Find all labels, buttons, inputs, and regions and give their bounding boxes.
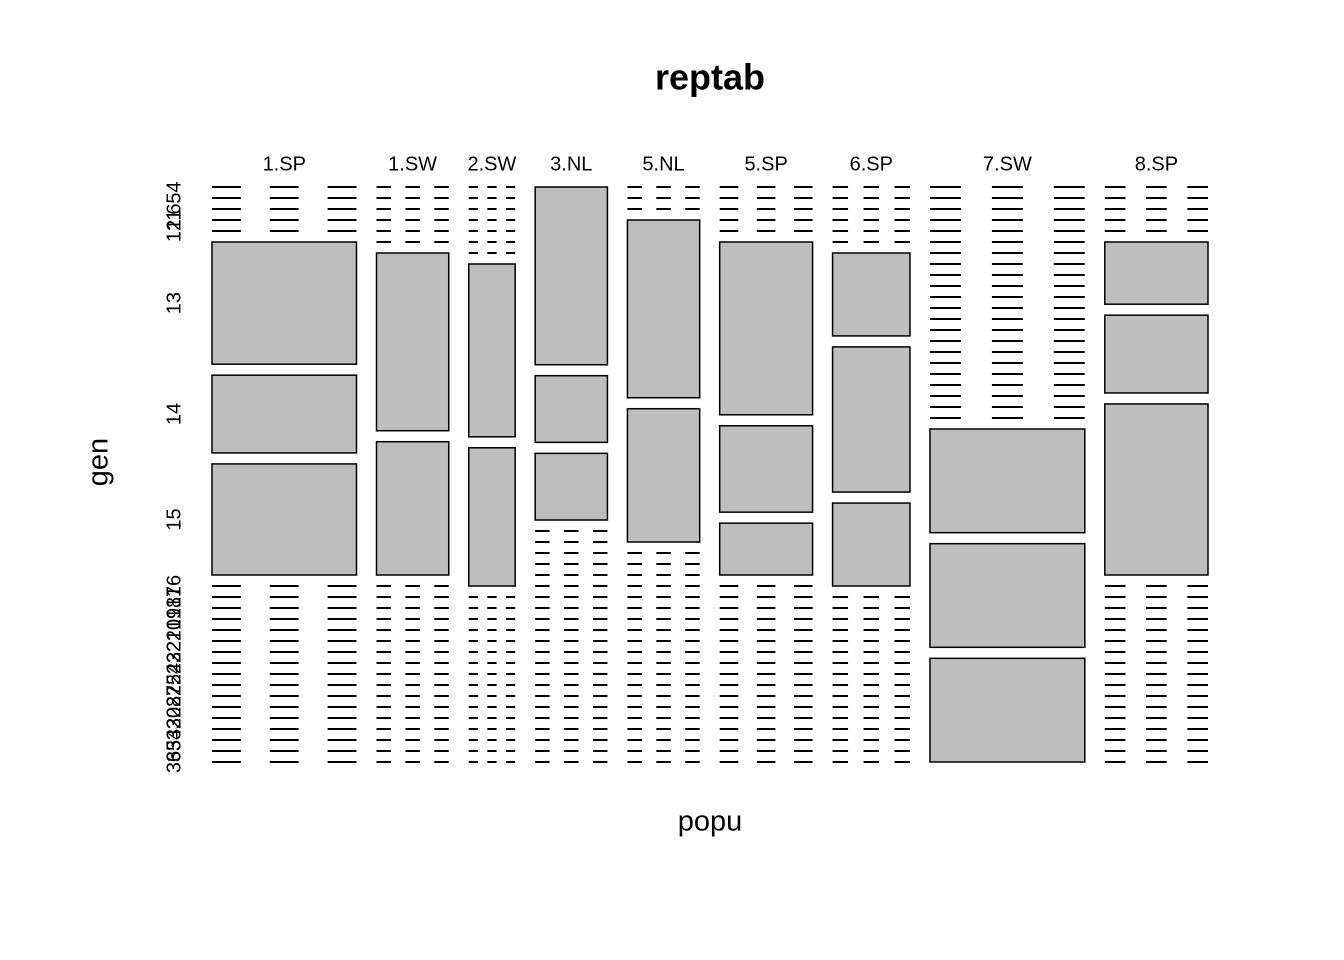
y-tick-label: 32 — [163, 718, 185, 740]
mosaic-cell — [1104, 403, 1209, 576]
x-tick-label: 3.NL — [550, 153, 592, 175]
x-axis-label: popu — [678, 806, 743, 838]
chart-title: reptab — [655, 57, 765, 98]
y-tick-label: 19 — [163, 608, 185, 630]
y-tick-label: 20 — [163, 619, 185, 641]
mosaic-cell — [467, 447, 516, 587]
y-tick-label: 35 — [163, 740, 185, 762]
mosaic-cell — [211, 241, 358, 365]
mosaic-cell — [534, 374, 609, 444]
y-tick-label: 21 — [163, 630, 185, 652]
x-tick-label: 8.SP — [1135, 153, 1178, 175]
y-tick-label: 27 — [163, 685, 185, 707]
y-tick-label: 13 — [163, 292, 185, 314]
x-tick-label: 6.SP — [850, 153, 893, 175]
y-tick-label: 24 — [163, 663, 185, 685]
y-tick-label: 16 — [163, 575, 185, 597]
x-tick-label: 7.SW — [983, 153, 1032, 175]
mosaic-cell — [1104, 314, 1209, 394]
y-axis-label: gen — [83, 438, 115, 486]
y-tick-label: 15 — [163, 508, 185, 530]
y-tick-label: 14 — [163, 403, 185, 425]
y-tick-label: 12 — [163, 220, 185, 242]
y-tick-label: 23 — [163, 652, 185, 674]
y-tick-label: 4 — [163, 181, 185, 192]
mosaic-cell — [211, 463, 358, 576]
mosaic-cell — [375, 252, 450, 432]
mosaic-cell — [831, 346, 911, 493]
y-tick-label: 25 — [163, 674, 185, 696]
mosaic-cell — [929, 542, 1086, 649]
mosaic-cell — [626, 407, 701, 543]
x-tick-label: 1.SW — [388, 153, 437, 175]
mosaic-cell — [534, 452, 609, 521]
y-tick-label: 22 — [163, 641, 185, 663]
mosaic-cell — [718, 425, 814, 513]
x-tick-label: 2.SW — [468, 153, 517, 175]
mosaic-cell — [467, 263, 516, 438]
mosaic-cell — [1104, 241, 1209, 305]
y-tick-label: 28 — [163, 696, 185, 718]
y-tick-label: 17 — [163, 586, 185, 608]
x-tick-label: 5.NL — [642, 153, 684, 175]
y-tick-label: 18 — [163, 597, 185, 619]
y-tick-label: 34 — [163, 729, 185, 751]
mosaic-cell — [929, 428, 1086, 534]
x-tick-label: 1.SP — [263, 153, 306, 175]
mosaic-cell — [718, 522, 814, 576]
mosaic-cell — [375, 440, 450, 576]
mosaic-cell — [831, 252, 911, 337]
mosaic-cell — [534, 186, 609, 366]
mosaic-cell — [929, 657, 1086, 763]
y-tick-label: 5 — [163, 192, 185, 203]
x-tick-label: 5.SP — [744, 153, 787, 175]
mosaic-cell — [626, 219, 701, 399]
mosaic-cell — [718, 241, 814, 416]
y-tick-label: 6 — [163, 203, 185, 214]
mosaic-cell — [831, 502, 911, 587]
y-tick-label: 11 — [163, 210, 185, 231]
y-tick-label: 36 — [163, 751, 185, 773]
y-tick-label: 30 — [163, 707, 185, 729]
mosaic-cell — [211, 374, 358, 454]
